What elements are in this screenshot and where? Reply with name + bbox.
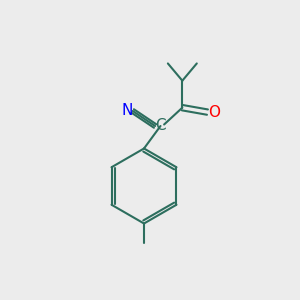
Text: C: C [155, 118, 166, 134]
Text: O: O [208, 105, 220, 120]
Text: N: N [122, 103, 133, 118]
